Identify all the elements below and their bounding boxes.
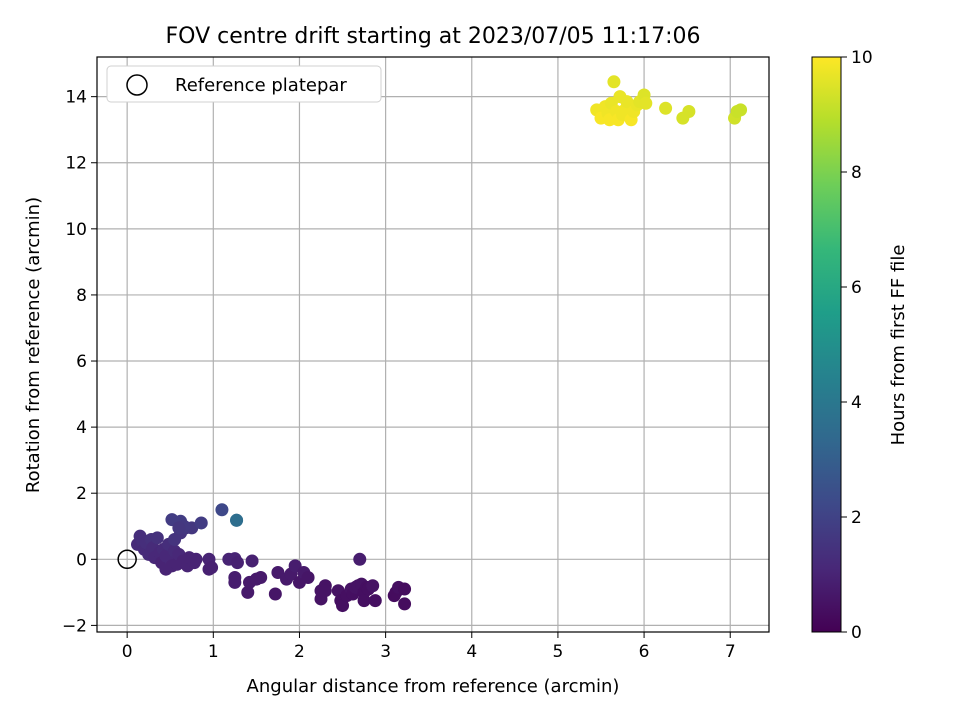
data-point-71 bbox=[353, 552, 367, 566]
data-point-103 bbox=[659, 101, 673, 115]
colorbar-tick-label-2: 4 bbox=[851, 393, 862, 413]
legend-box bbox=[106, 65, 382, 103]
data-point-48 bbox=[245, 554, 259, 568]
data-point-38 bbox=[215, 503, 229, 517]
data-point-108 bbox=[734, 103, 748, 117]
data-point-34 bbox=[172, 521, 186, 535]
y-tick-label-2: 2 bbox=[76, 484, 87, 504]
colorbar bbox=[811, 56, 842, 633]
data-point-50 bbox=[254, 570, 268, 584]
grid bbox=[97, 57, 769, 632]
data-point-77 bbox=[366, 579, 380, 593]
y-axis-label: Rotation from reference (arcmin) bbox=[23, 197, 44, 493]
reference-point-marker bbox=[117, 549, 137, 570]
data-point-46 bbox=[241, 585, 255, 599]
data-point-9 bbox=[150, 531, 164, 545]
x-tick-label-5: 5 bbox=[553, 642, 564, 662]
colorbar-tick-label-3: 6 bbox=[851, 278, 862, 298]
x-tick-label-3: 3 bbox=[380, 642, 391, 662]
y-tick-label-7: 12 bbox=[65, 154, 87, 174]
data-point-78 bbox=[368, 594, 382, 608]
colorbar-ticks: 0 2 4 6 8 10 bbox=[841, 48, 873, 643]
data-points bbox=[130, 75, 748, 613]
data-point-51 bbox=[268, 587, 282, 601]
x-tick-label-2: 2 bbox=[294, 642, 305, 662]
y-tick-label-6: 10 bbox=[65, 220, 87, 240]
data-point-83 bbox=[398, 597, 412, 611]
colorbar-tick-label-5: 10 bbox=[851, 48, 873, 68]
data-point-37 bbox=[205, 561, 219, 575]
data-point-65 bbox=[336, 599, 350, 613]
y-tick-label-5: 8 bbox=[76, 286, 87, 306]
legend-marker bbox=[126, 74, 148, 96]
colorbar-label: Hours from first FF file bbox=[888, 245, 909, 446]
x-tick-label-0: 0 bbox=[122, 642, 133, 662]
legend: Reference platepar bbox=[106, 65, 382, 103]
data-point-105 bbox=[682, 105, 696, 119]
x-axis-ticks: 0 1 2 3 4 5 6 7 bbox=[122, 632, 736, 662]
y-axis-ticks: −2 0 2 4 6 8 10 12 14 bbox=[62, 88, 97, 636]
data-point-40 bbox=[230, 513, 244, 527]
y-tick-label-8: 14 bbox=[65, 88, 87, 108]
x-axis-label: Angular distance from reference (arcmin) bbox=[247, 676, 620, 697]
legend-label: Reference platepar bbox=[175, 75, 347, 96]
data-point-45 bbox=[230, 556, 244, 570]
colorbar-tick-label-1: 2 bbox=[851, 508, 862, 528]
data-point-74 bbox=[357, 594, 371, 608]
data-point-62 bbox=[318, 584, 332, 598]
colorbar-tick-label-4: 8 bbox=[851, 163, 862, 183]
y-tick-label-0: −2 bbox=[62, 616, 87, 636]
x-tick-label-6: 6 bbox=[639, 642, 650, 662]
data-point-58 bbox=[301, 570, 315, 584]
data-point-33 bbox=[194, 516, 208, 530]
x-tick-label-4: 4 bbox=[466, 642, 477, 662]
data-point-29 bbox=[189, 552, 203, 566]
y-tick-label-4: 6 bbox=[76, 352, 87, 372]
data-point-90 bbox=[607, 75, 621, 89]
data-point-96 bbox=[620, 95, 634, 109]
y-tick-label-3: 4 bbox=[76, 418, 87, 438]
colorbar-tick-label-0: 0 bbox=[851, 623, 862, 643]
chart-title: FOV centre drift starting at 2023/07/05 … bbox=[166, 24, 701, 49]
x-tick-label-1: 1 bbox=[208, 642, 219, 662]
data-point-44 bbox=[228, 575, 242, 589]
plot-frame bbox=[96, 56, 770, 633]
data-point-82 bbox=[398, 582, 412, 596]
y-tick-label-1: 0 bbox=[76, 550, 87, 570]
x-tick-label-7: 7 bbox=[725, 642, 736, 662]
data-point-102 bbox=[639, 96, 653, 110]
